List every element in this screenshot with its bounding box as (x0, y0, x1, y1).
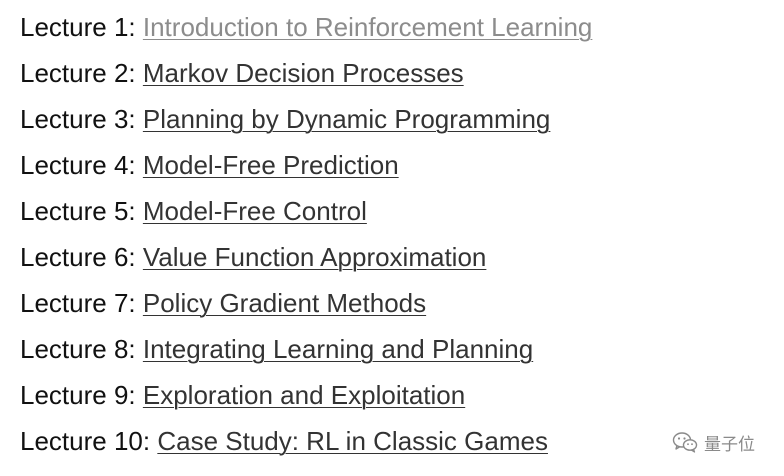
lecture-link-mdp[interactable]: Markov Decision Processes (142, 58, 464, 88)
lecture-prefix: Lecture 1: (20, 12, 136, 42)
lecture-prefix: Lecture 10: (20, 426, 151, 456)
lecture-prefix: Lecture 6: (20, 242, 136, 272)
lecture-item-9: Lecture 9: Exploration and Exploitation (20, 375, 592, 421)
lecture-link-dynamic-programming[interactable]: Planning by Dynamic Programming (142, 104, 551, 134)
lecture-item-1: Lecture 1: Introduction to Reinforcement… (20, 7, 592, 53)
wechat-icon (672, 431, 698, 453)
lecture-item-2: Lecture 2: Markov Decision Processes (20, 53, 592, 99)
lecture-prefix: Lecture 4: (20, 150, 136, 180)
lecture-item-10: Lecture 10: Case Study: RL in Classic Ga… (20, 421, 592, 467)
lecture-prefix: Lecture 7: (20, 288, 136, 318)
lecture-prefix: Lecture 5: (20, 196, 136, 226)
lecture-prefix: Lecture 3: (20, 104, 136, 134)
lecture-item-7: Lecture 7: Policy Gradient Methods (20, 283, 592, 329)
lecture-item-3: Lecture 3: Planning by Dynamic Programmi… (20, 99, 592, 145)
watermark-text: 量子位 (704, 434, 755, 455)
lecture-link-case-study[interactable]: Case Study: RL in Classic Games (157, 426, 548, 456)
lecture-link-exploration-exploitation[interactable]: Exploration and Exploitation (142, 380, 466, 410)
lecture-item-4: Lecture 4: Model-Free Prediction (20, 145, 592, 191)
lecture-item-8: Lecture 8: Integrating Learning and Plan… (20, 329, 592, 375)
lecture-item-6: Lecture 6: Value Function Approximation (20, 237, 592, 283)
lecture-list: Lecture 1: Introduction to Reinforcement… (20, 7, 592, 467)
lecture-link-introduction[interactable]: Introduction to Reinforcement Learning (142, 12, 593, 42)
lecture-prefix: Lecture 9: (20, 380, 136, 410)
lecture-link-value-function-approximation[interactable]: Value Function Approximation (142, 242, 487, 272)
lecture-link-model-free-control[interactable]: Model-Free Control (142, 196, 367, 226)
lecture-item-5: Lecture 5: Model-Free Control (20, 191, 592, 237)
lecture-link-policy-gradient[interactable]: Policy Gradient Methods (142, 288, 427, 318)
lecture-link-integrating-learning-planning[interactable]: Integrating Learning and Planning (142, 334, 534, 364)
watermark: 量子位 (672, 428, 755, 456)
lecture-prefix: Lecture 8: (20, 334, 136, 364)
lecture-prefix: Lecture 2: (20, 58, 136, 88)
lecture-link-model-free-prediction[interactable]: Model-Free Prediction (142, 150, 399, 180)
